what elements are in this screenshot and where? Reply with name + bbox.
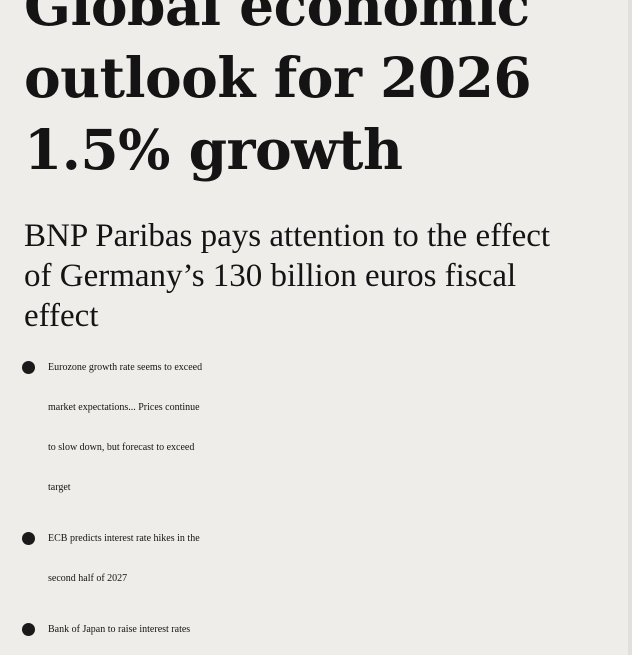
bullet-text-line: Eurozone growth rate seems to exceed: [48, 362, 203, 373]
bullet-list: Eurozone growth rate seems to exceed mar…: [22, 348, 628, 655]
bullet-text-line: Bank of Japan to raise interest rates: [48, 624, 191, 635]
bullet-text-line: second half of 2027: [48, 573, 128, 584]
headline-line: 1.5% growth: [24, 117, 403, 182]
subheadline: BNP Paribas pays attention to the effect…: [24, 216, 624, 336]
headline: Global economic outlook for 2026 1.5% gr…: [24, 0, 532, 186]
bullet-dot-icon: [22, 623, 35, 636]
headline-line: outlook for 2026: [24, 45, 532, 110]
subheadline-line: BNP Paribas pays attention to the effect: [24, 218, 551, 254]
bullet-item-eurozone: Eurozone growth rate seems to exceed mar…: [22, 348, 628, 508]
bullet-text-line: ECB predicts interest rate hikes in the: [48, 533, 200, 544]
subheadline-line: effect: [24, 298, 99, 334]
bullet-text-line: target: [48, 482, 71, 493]
bullet-dot-icon: [22, 532, 35, 545]
page-edge-divider: [628, 0, 632, 655]
bullet-item-ecb: ECB predicts interest rate hikes in the …: [22, 519, 628, 599]
bullet-text-line: to slow down, but forecast to exceed: [48, 442, 195, 453]
bullet-dot-icon: [22, 361, 35, 374]
bullet-item-boj: Bank of Japan to raise interest rates: [22, 610, 628, 650]
subheadline-line: of Germany’s 130 billion euros fiscal: [24, 258, 517, 294]
headline-line: Global economic: [24, 0, 530, 38]
bullet-text-line: market expectations... Prices continue: [48, 402, 200, 413]
